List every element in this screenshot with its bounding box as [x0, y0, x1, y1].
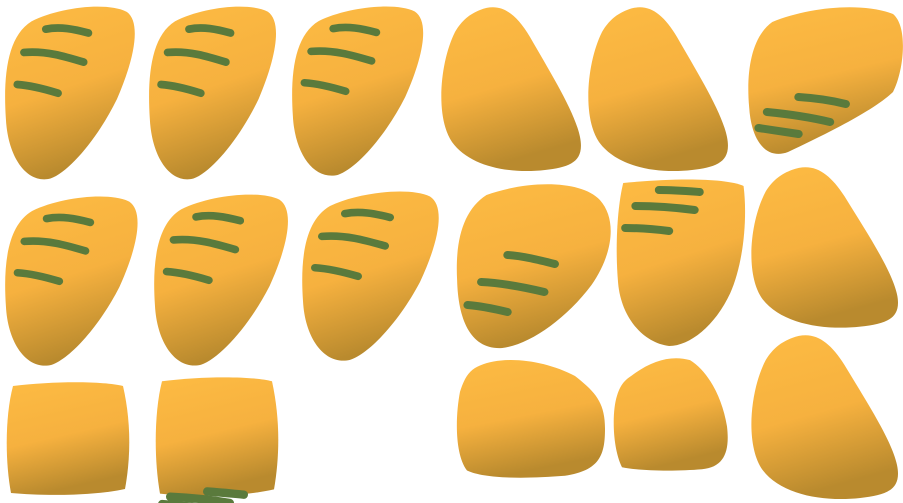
card-tile-r1-c3[interactable]: [292, 6, 424, 176]
card-tile-r1-c6[interactable]: [748, 7, 903, 154]
tile-body: [613, 358, 728, 471]
card-tile-r2-c1[interactable]: [5, 196, 138, 366]
tile-stripe: [166, 492, 234, 503]
tile-stripe: [654, 186, 704, 196]
tile-stripe: [762, 108, 835, 126]
card-tile-r2-c3[interactable]: [302, 191, 439, 361]
tile-body: [456, 360, 605, 478]
card-tile-r2-c4[interactable]: [456, 184, 611, 349]
card-tile-r3-c5[interactable]: [613, 358, 728, 471]
tile-stripe: [157, 80, 205, 98]
card-tile-r3-c6[interactable]: [751, 335, 899, 500]
tile-stripe: [621, 224, 674, 235]
tile-stripe: [203, 487, 248, 499]
tile-stripe: [20, 48, 88, 67]
tile-stripe: [13, 268, 64, 286]
tile-stripe: [185, 24, 235, 37]
tile-stripe: [631, 202, 699, 214]
tile-stripe: [169, 235, 240, 254]
tile-body: [155, 377, 279, 496]
tile-stripe: [13, 80, 62, 98]
card-tile-r1-c2[interactable]: [149, 6, 277, 180]
tile-stripe: [300, 78, 350, 96]
tile-stripe: [311, 263, 362, 281]
card-tile-r1-c1[interactable]: [5, 6, 135, 180]
tile-stripe: [503, 251, 559, 268]
tile-body: [588, 7, 728, 172]
tile-grid: [5, 6, 903, 503]
tile-stripe: [192, 211, 245, 225]
card-tile-r2-c2[interactable]: [154, 194, 288, 366]
card-tile-r1-c4[interactable]: [441, 7, 581, 172]
tile-stripe: [162, 267, 213, 285]
card-tile-r1-c5[interactable]: [588, 7, 728, 172]
tile-stripe: [754, 124, 803, 138]
card-tile-r3-c1[interactable]: [6, 382, 130, 495]
tile-body: [456, 184, 611, 349]
tile-stripe: [463, 301, 512, 316]
tile-stripe: [42, 213, 95, 227]
card-tile-r2-c6[interactable]: [751, 167, 899, 328]
card-tile-r3-c2[interactable]: [155, 377, 279, 503]
tile-stripe: [341, 208, 394, 222]
tile-stripe: [20, 237, 90, 255]
tile-stripe: [318, 232, 389, 250]
tile-body: [751, 335, 899, 500]
tile-stripe: [41, 24, 93, 37]
tile-stripe: [794, 93, 850, 108]
tile-body: [616, 179, 746, 346]
card-tile-r2-c5[interactable]: [616, 179, 746, 346]
card-tile-r3-c4[interactable]: [456, 360, 605, 478]
tile-stripe: [477, 278, 549, 296]
tile-body: [751, 167, 899, 328]
tile-stripe: [163, 48, 230, 67]
tile-body: [441, 7, 581, 172]
tile-stripe: [307, 47, 376, 65]
tile-body: [6, 382, 130, 495]
tile-stripe: [329, 23, 381, 37]
